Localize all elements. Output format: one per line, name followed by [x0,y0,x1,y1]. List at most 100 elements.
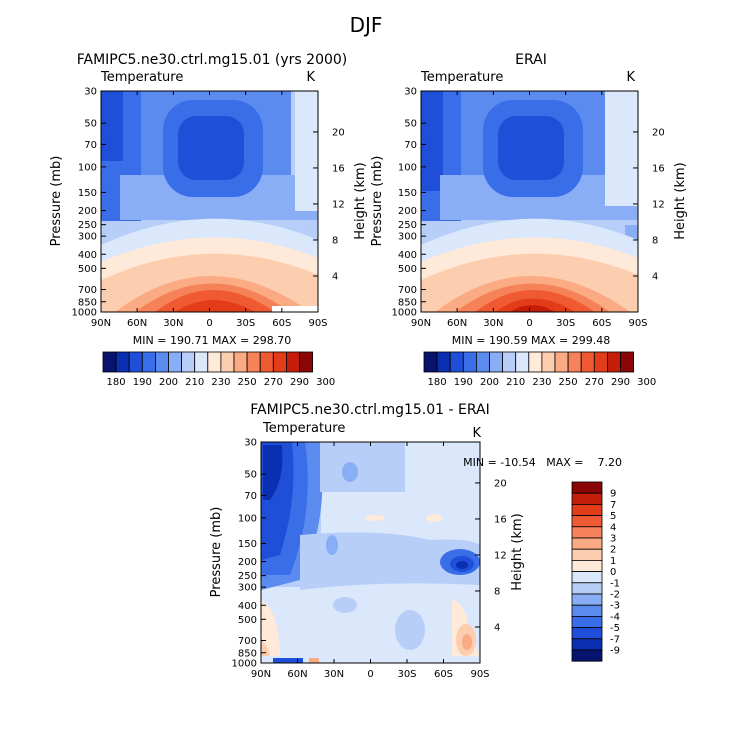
y-tick-label: 70 [404,140,417,151]
y-tick-label: 50 [244,470,257,481]
colorbar-label: 4 [610,522,616,533]
x-tick-label: 30N [163,318,183,329]
y-tick-label: 850 [398,297,417,308]
colorbar-label: 200 [159,377,178,388]
panel-erai-title: ERAI [515,52,547,68]
panel-diff: FAMIPC5.ne30.ctrl.mg15.01 - ERAI Tempera… [209,402,622,680]
colorbar-label: 290 [290,377,309,388]
colorbar-label: 190 [133,377,152,388]
colorbar-swatch [259,351,274,373]
colorbar-label: -2 [610,590,620,601]
x-tick-label: 60S [434,669,453,680]
x-tick-label: 0 [526,318,532,329]
colorbar-swatch [141,351,156,373]
panel-erai-y2label: Height (km) [673,162,688,239]
figure-title: DJF [350,13,383,37]
colorbar-swatch [567,351,582,373]
colorbar-label: 300 [316,377,335,388]
colorbar-swatch [475,351,490,373]
x-tick-label: 60N [287,669,307,680]
panel-diff-contours [261,442,480,663]
y-tick-label: 50 [404,119,417,130]
colorbar-label: 230 [211,377,230,388]
colorbar-label: 210 [185,377,204,388]
contour-band [263,445,283,500]
colorbar-swatch [571,481,603,494]
contour-band [345,502,405,518]
colorbar-swatch [168,351,183,373]
y-tick-label: 700 [238,636,257,647]
x-tick-label: 60S [592,318,611,329]
x-tick-label: 30N [324,669,344,680]
y2-tick-label: 12 [652,199,665,210]
colorbar-swatch [571,604,603,617]
colorbar-label: 5 [610,511,616,522]
panel-diff-units: K [472,426,481,441]
panel-erai-contours [421,91,638,312]
y-tick-label: 400 [78,250,97,261]
y-tick-label: 300 [78,232,97,243]
colorbar-label: 250 [238,377,257,388]
colorbar-label: 0 [610,567,616,578]
colorbar-swatch [207,351,222,373]
x-tick-label: 30S [556,318,575,329]
colorbar-swatch [554,351,569,373]
colorbar-label: 7 [610,500,616,511]
colorbar-label: 290 [611,377,630,388]
contour-band [320,442,405,492]
colorbar-swatch [571,616,603,629]
colorbar-label: 210 [506,377,525,388]
y-tick-label: 1000 [232,659,257,670]
y2-tick-label: 12 [332,199,345,210]
colorbar-swatch [571,515,603,528]
colorbar-label: 250 [559,377,578,388]
contour-band [309,658,319,663]
colorbar-swatch [102,351,117,373]
y-tick-label: 700 [78,285,97,296]
colorbar-swatch [285,351,300,373]
colorbar-label: -4 [610,612,620,623]
panel-model-ylabel: Pressure (mb) [49,156,64,247]
y-tick-label: 850 [238,648,257,659]
y-tick-label: 100 [78,162,97,173]
panel-diff-axes: 90N 60N 30N 0 30S 60S 90S 30 50 70 100 150 200 250300… [232,438,507,681]
x-tick-label: 0 [206,318,212,329]
x-tick-label: 30S [236,318,255,329]
colorbar-swatch [436,351,451,373]
panel-model-units: K [306,70,315,85]
panel-model-contours [101,91,318,312]
contour-band [456,561,468,569]
x-tick-label: 30N [483,318,503,329]
y-tick-label: 300 [238,583,257,594]
y-tick-label: 500 [78,264,97,275]
contour-band [333,597,357,613]
colorbar-swatch [571,649,603,662]
colorbar-label: 230 [532,377,551,388]
colorbar-swatch [233,351,248,373]
contour-band [605,91,638,206]
contour-band [295,91,318,211]
panel-model: FAMIPC5.ne30.ctrl.mg15.01 (yrs 2000) Tem… [49,52,368,388]
y-tick-label: 30 [84,87,97,98]
y-tick-label: 850 [78,297,97,308]
y-tick-label: 700 [398,285,417,296]
y2-tick-label: 20 [652,127,665,138]
contour-band [261,590,480,650]
y-tick-label: 70 [244,491,257,502]
y-tick-label: 30 [244,438,257,449]
panel-erai-ylabel: Pressure (mb) [370,156,385,247]
y2-tick-label: 16 [332,163,345,174]
y2-tick-label: 8 [652,235,658,246]
y-tick-label: 400 [398,250,417,261]
y-tick-label: 150 [78,188,97,199]
panel-model-subtitle: Temperature [100,70,183,85]
x-tick-label: 60S [272,318,291,329]
colorbar-label: 190 [454,377,473,388]
colorbar-swatch [607,351,621,373]
panel-diff-y2label: Height (km) [510,513,525,590]
y2-tick-label: 16 [652,163,665,174]
y-tick-label: 100 [238,513,257,524]
colorbar-swatch [571,560,603,573]
